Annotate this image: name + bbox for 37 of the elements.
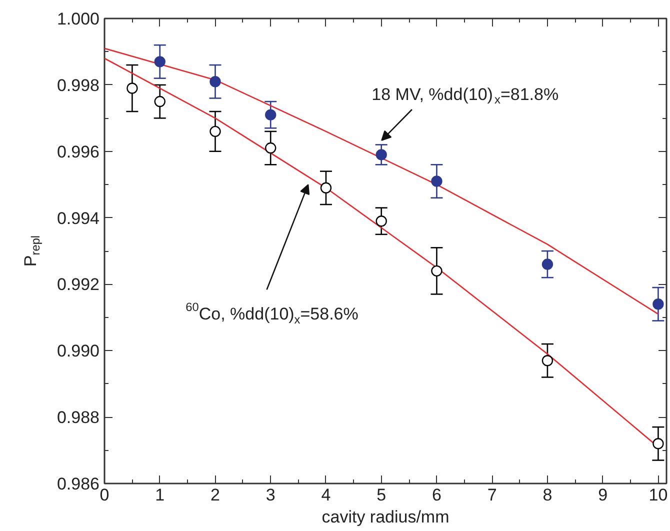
x-tick-label: 10 [648, 486, 668, 504]
x-tick-label: 8 [542, 486, 552, 504]
x-tick-label: 2 [210, 486, 220, 504]
point [154, 96, 166, 108]
point [265, 142, 276, 154]
point [126, 82, 138, 94]
point [652, 298, 664, 310]
y-axis-title: Prepl [21, 235, 43, 267]
x-tick-label: 6 [432, 486, 442, 504]
point [652, 438, 664, 450]
point [265, 109, 276, 120]
y-tick-label: 0.996 [56, 142, 100, 162]
y-tick-label: 0.994 [56, 208, 100, 228]
point [542, 258, 554, 270]
point [431, 265, 442, 277]
point [210, 126, 221, 138]
y-tick-label: 1.000 [56, 10, 100, 28]
y-tick-label: 0.988 [56, 408, 100, 428]
x-tick-label: 5 [376, 486, 386, 504]
point [376, 216, 387, 227]
x-tick-label: 7 [487, 486, 497, 504]
point [320, 182, 332, 194]
y-tick-label: 0.990 [56, 342, 100, 361]
x-tick-label: 9 [598, 486, 608, 504]
x-axis-title: cavity radius/mm [322, 508, 450, 526]
x-tick-label: 4 [321, 486, 331, 504]
x-tick-label: 0 [100, 486, 110, 504]
y-tick-label: 0.992 [56, 275, 100, 294]
x-tick-label: 1 [155, 486, 165, 504]
point [542, 355, 554, 366]
point [210, 76, 221, 88]
y-tick-label: 0.986 [56, 474, 100, 494]
y-tick-label: 0.998 [56, 76, 100, 95]
x-tick-label: 3 [266, 486, 276, 504]
point [431, 176, 442, 187]
point [154, 56, 166, 68]
point [376, 149, 387, 160]
